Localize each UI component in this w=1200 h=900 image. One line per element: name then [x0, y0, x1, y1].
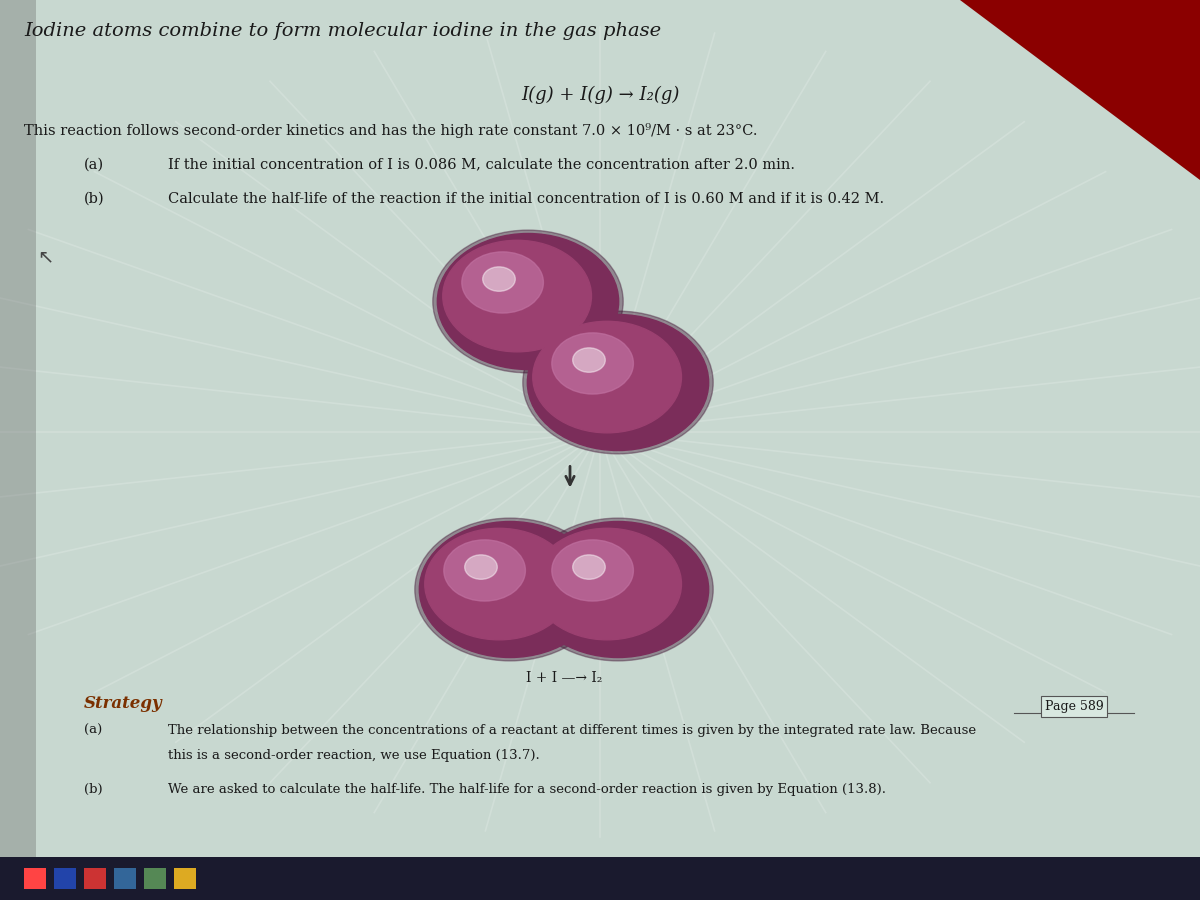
Text: (b): (b) — [84, 783, 103, 796]
Text: (b): (b) — [84, 192, 104, 206]
Text: this is a second-order reaction, we use Equation (13.7).: this is a second-order reaction, we use … — [168, 749, 540, 761]
Circle shape — [425, 528, 574, 640]
Circle shape — [533, 321, 682, 433]
Polygon shape — [960, 0, 1200, 180]
Circle shape — [437, 233, 619, 370]
Text: The relationship between the concentrations of a reactant at different times is : The relationship between the concentrati… — [168, 724, 976, 736]
Circle shape — [572, 347, 605, 373]
Bar — [84, 868, 106, 889]
Circle shape — [572, 554, 605, 580]
Bar — [174, 868, 196, 889]
Bar — [54, 868, 76, 889]
Text: I(g) + I(g) → I₂(g): I(g) + I(g) → I₂(g) — [521, 86, 679, 104]
Circle shape — [443, 240, 592, 352]
Circle shape — [523, 518, 713, 661]
Circle shape — [462, 252, 544, 313]
Text: ↖: ↖ — [37, 247, 54, 266]
Circle shape — [523, 311, 713, 454]
Circle shape — [482, 266, 515, 292]
Text: Page 589: Page 589 — [1045, 700, 1103, 713]
Bar — [114, 868, 136, 889]
Circle shape — [552, 540, 634, 601]
Polygon shape — [0, 0, 36, 900]
Circle shape — [527, 521, 709, 658]
Text: Calculate the half-life of the reaction if the initial concentration of I is 0.6: Calculate the half-life of the reaction … — [168, 192, 884, 206]
Text: Iodine atoms combine to form molecular iodine in the gas phase: Iodine atoms combine to form molecular i… — [24, 22, 661, 40]
Bar — [144, 868, 166, 889]
Bar — [24, 868, 46, 889]
Text: Strategy: Strategy — [84, 695, 163, 712]
Circle shape — [415, 518, 605, 661]
Bar — [0, 857, 1200, 900]
Circle shape — [533, 528, 682, 640]
Text: We are asked to calculate the half-life. The half-life for a second-order reacti: We are asked to calculate the half-life.… — [168, 783, 886, 796]
Circle shape — [527, 314, 709, 451]
Text: This reaction follows second-order kinetics and has the high rate constant 7.0 ×: This reaction follows second-order kinet… — [24, 123, 757, 139]
Circle shape — [464, 554, 497, 580]
Circle shape — [433, 230, 623, 373]
Circle shape — [552, 333, 634, 394]
Text: (a): (a) — [84, 724, 102, 736]
Text: (a): (a) — [84, 158, 104, 172]
Circle shape — [444, 540, 526, 601]
Text: I + I —→ I₂: I + I —→ I₂ — [526, 670, 602, 685]
Text: If the initial concentration of I is 0.086 M, calculate the concentration after : If the initial concentration of I is 0.0… — [168, 158, 796, 172]
Circle shape — [419, 521, 601, 658]
